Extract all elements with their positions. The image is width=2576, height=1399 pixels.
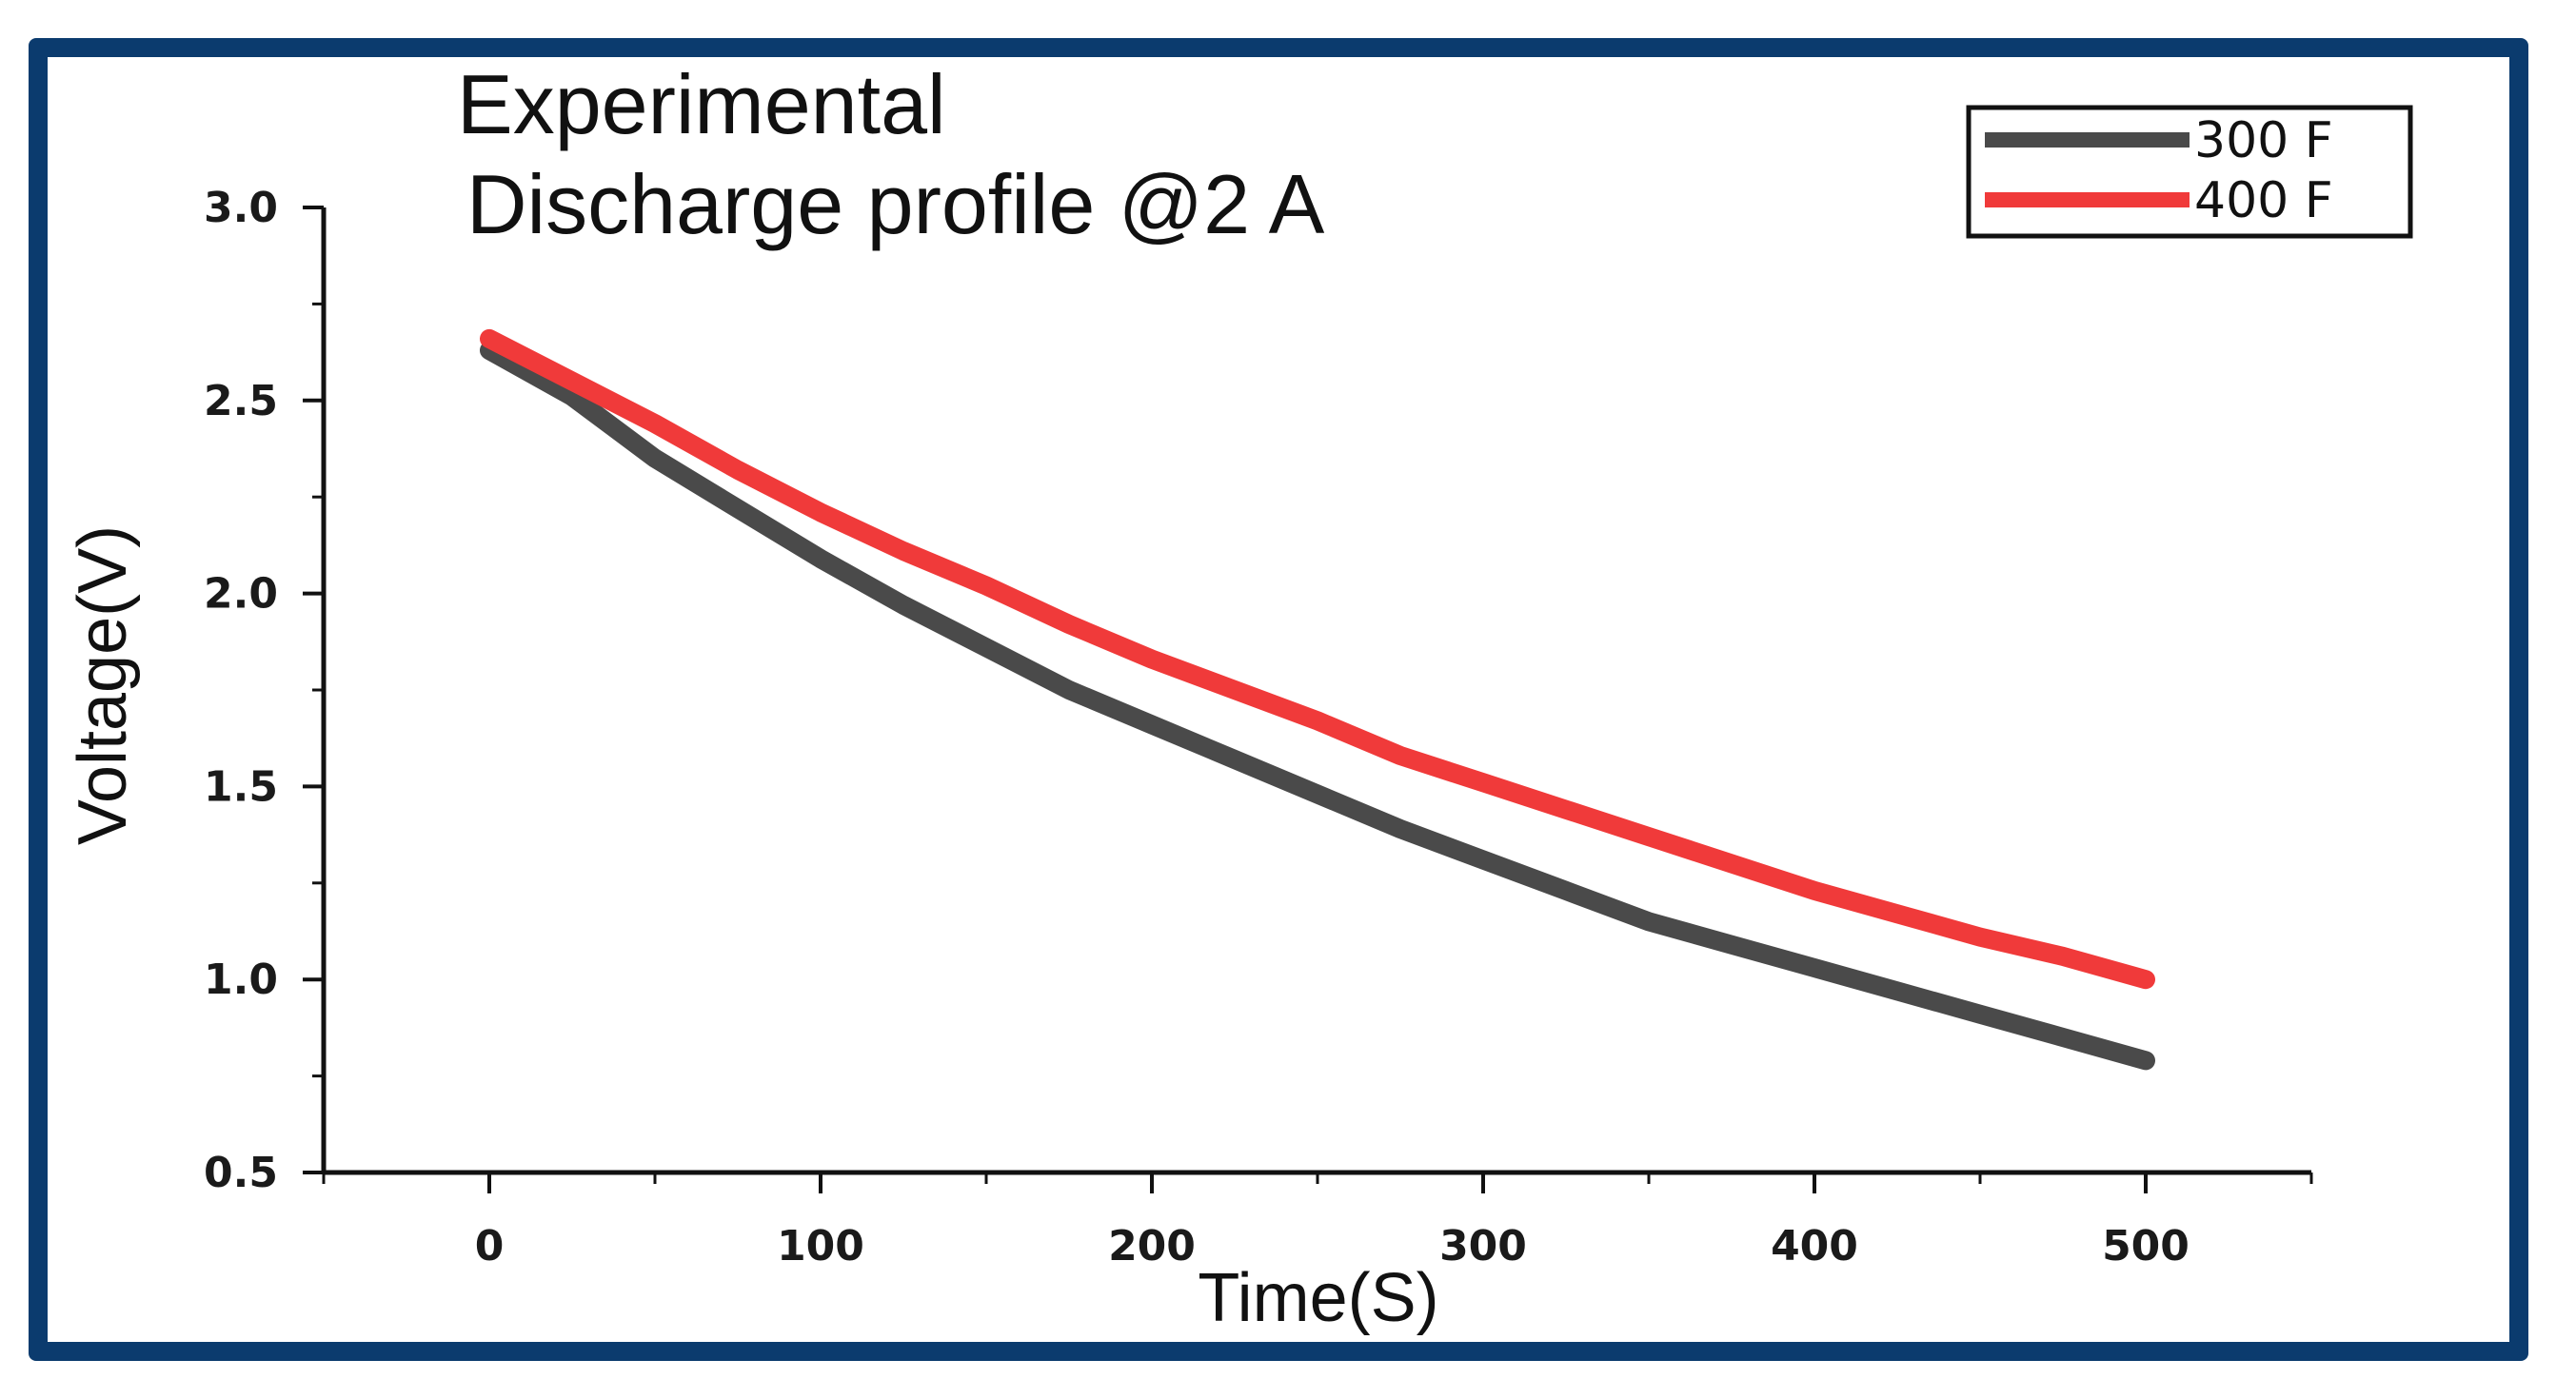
x-tick-label: 0 <box>475 1222 505 1271</box>
y-tick-label: 1.5 <box>204 762 278 811</box>
x-axis-title: Time(S) <box>1198 1260 1438 1336</box>
legend-box <box>1966 105 2413 239</box>
x-tick-label: 300 <box>1439 1222 1527 1271</box>
x-tick-label: 200 <box>1108 1222 1196 1271</box>
y-tick-label: 2.0 <box>204 570 278 619</box>
x-tick-label: 100 <box>777 1222 864 1271</box>
series-line-400f <box>480 328 2155 990</box>
legend-label-400f: 400 F <box>2194 172 2333 229</box>
x-tick-label: 500 <box>2102 1222 2190 1271</box>
legend-label-300f: 300 F <box>2194 112 2333 169</box>
chart-title-line-1: Experimental <box>457 57 946 151</box>
chart-title-line-2: Discharge profile @2 A <box>466 157 1325 251</box>
chart-ticks: 0.5 1.0 1.5 2.0 2.5 3.0 0 100 200 300 400 500 <box>204 184 2313 1271</box>
y-tick-label: 3.0 <box>204 184 278 232</box>
x-tick-label: 400 <box>1771 1222 1858 1271</box>
y-axis-title: Voltage(V) <box>65 525 141 845</box>
series-line-300f <box>480 341 2155 1071</box>
chart-series <box>480 328 2155 1071</box>
y-tick-label: 2.5 <box>204 377 278 425</box>
y-tick-label: 1.0 <box>204 956 278 1004</box>
chart-legend: 300 F 400 F <box>1966 105 2413 239</box>
y-tick-label: 0.5 <box>204 1149 278 1197</box>
